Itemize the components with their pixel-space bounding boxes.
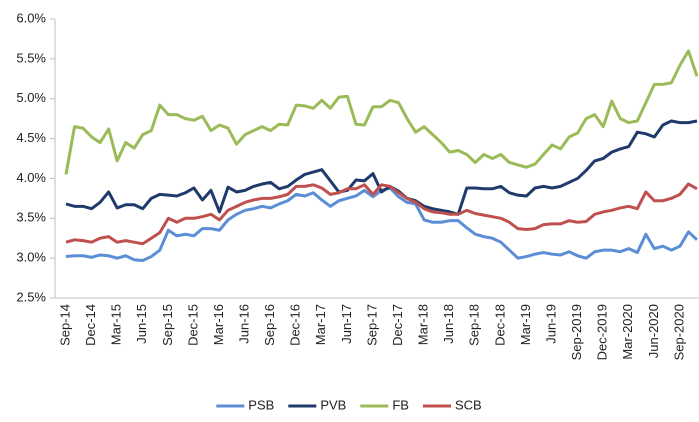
x-tick-label: Jun-19 bbox=[543, 304, 558, 344]
y-tick-label: 3.5% bbox=[16, 210, 46, 225]
legend-label: SCB bbox=[455, 397, 482, 412]
x-tick-label: Sep-18 bbox=[467, 304, 482, 346]
x-tick-label: Dec-15 bbox=[185, 304, 200, 346]
x-tick-label: Jun-15 bbox=[134, 304, 149, 344]
x-tick-label: Jun-18 bbox=[441, 304, 456, 344]
x-tick-label: Mar-16 bbox=[211, 304, 226, 345]
x-tick-label: Sep-16 bbox=[262, 304, 277, 346]
y-tick-label: 3.0% bbox=[16, 250, 46, 265]
x-tick-label: Mar-15 bbox=[109, 304, 124, 345]
series-line bbox=[64, 49, 699, 175]
y-tick-label: 2.5% bbox=[16, 289, 46, 304]
y-tick-label: 4.0% bbox=[16, 170, 46, 185]
x-tick-label: Mar-2020 bbox=[620, 304, 635, 360]
y-tick-label: 6.0% bbox=[16, 10, 46, 25]
y-tick-label: 5.0% bbox=[16, 90, 46, 105]
x-tick-label: Sep-14 bbox=[57, 304, 72, 346]
x-tick-label: Mar-17 bbox=[313, 304, 328, 345]
x-tick-label: Dec-2019 bbox=[595, 304, 610, 360]
x-tick-label: Sep-17 bbox=[364, 304, 379, 346]
series-line bbox=[65, 182, 698, 246]
x-tick-label: Sep-15 bbox=[160, 304, 175, 346]
x-tick-label: Dec-16 bbox=[288, 304, 303, 346]
x-tick-label: Sep-2019 bbox=[569, 304, 584, 360]
legend-label: PSB bbox=[248, 397, 274, 412]
legend-label: FB bbox=[392, 397, 409, 412]
series-line bbox=[65, 119, 698, 216]
y-tick-label: 5.5% bbox=[16, 50, 46, 65]
x-tick-label: Jun-2020 bbox=[646, 304, 661, 358]
x-tick-label: Jun-16 bbox=[237, 304, 252, 344]
x-tick-label: Dec-14 bbox=[83, 304, 98, 346]
series-line bbox=[65, 186, 699, 263]
y-tick-label: 4.5% bbox=[16, 130, 46, 145]
x-tick-label: Sep-2020 bbox=[671, 304, 686, 360]
legend-label: PVB bbox=[320, 397, 346, 412]
x-tick-label: Dec-18 bbox=[492, 304, 507, 346]
x-tick-label: Mar-18 bbox=[416, 304, 431, 345]
x-tick-label: Mar-19 bbox=[518, 304, 533, 345]
x-tick-label: Dec-17 bbox=[390, 304, 405, 346]
x-tick-label: Jun-17 bbox=[339, 304, 354, 344]
